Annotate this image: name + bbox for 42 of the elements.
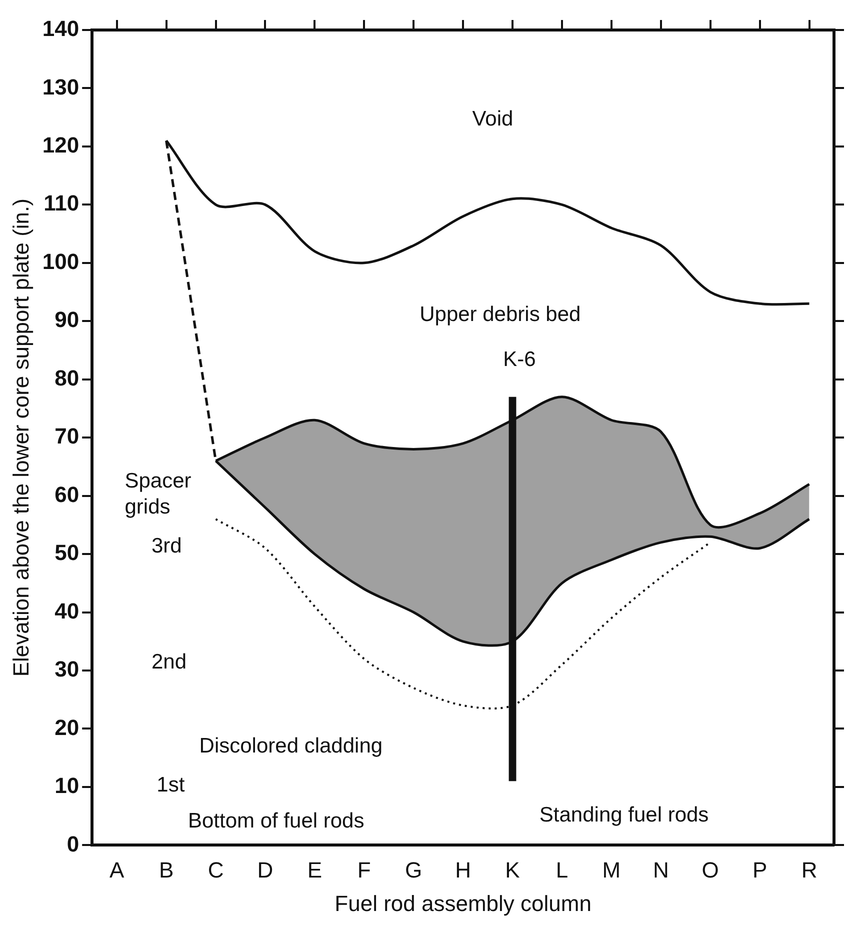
y-tick-label: 60 [54,482,80,507]
y-tick-label: 0 [66,831,80,856]
x-tick-label: K [505,857,520,882]
annotation: Spacer grids [124,469,192,518]
x-tick-label: A [109,857,124,882]
y-tick-label: 30 [54,656,80,682]
annotation: 2nd [151,650,187,674]
y-tick-label: 10 [54,773,80,798]
x-tick-label: B [158,857,174,882]
y-axis-title: Elevation above the lower core support plate (in.) [8,198,34,677]
x-tick-label: E [307,857,322,882]
x-tick-label: N [652,857,669,882]
x-tick-label: G [405,857,422,882]
x-tick-label: L [556,857,568,882]
y-tick-label: 40 [54,598,80,624]
annotation: Void [472,107,514,130]
y-tick-label: 100 [42,248,80,274]
x-tick-label: O [702,857,719,882]
annotation: 1st [156,773,185,796]
x-tick-label: C [208,857,224,882]
annotation: K-6 [503,348,536,371]
y-tick-label: 90 [54,307,80,332]
y-tick-label: 130 [42,74,80,100]
y-tick-label: 20 [54,714,80,740]
y-tick-label: 140 [42,16,80,42]
x-axis-title: Fuel rod assembly column [334,890,592,916]
y-tick-label: 110 [44,190,80,216]
x-tick-label: D [257,857,274,882]
y-tick-label: 50 [54,540,80,566]
x-tick-label: R [801,857,818,882]
x-tick-label: F [357,857,371,882]
annotation: Discolored cladding [199,734,383,758]
y-tick-label: 80 [54,365,80,390]
x-tick-label: P [752,857,768,882]
x-tick-label: H [455,857,471,882]
annotation: Bottom of fuel rods [188,809,364,832]
annotation: Upper debris bed [420,303,581,326]
annotation: 3rd [151,534,182,558]
x-tick-label: M [602,857,621,882]
y-tick-label: 120 [42,132,80,158]
y-tick-label: 70 [54,424,80,449]
annotation: Standing fuel rods [539,804,709,827]
